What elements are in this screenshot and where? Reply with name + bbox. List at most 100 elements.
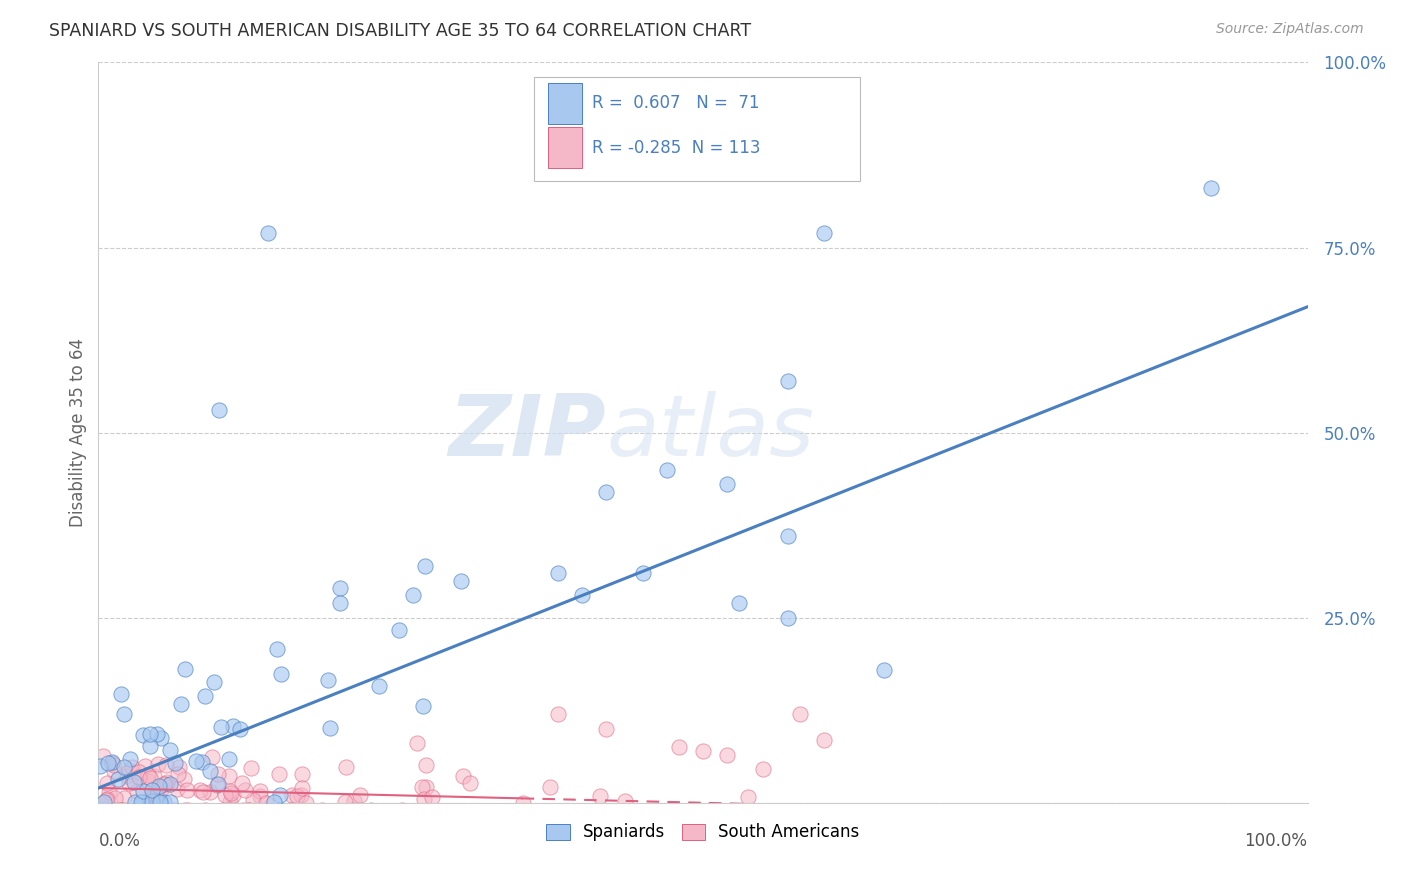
- Point: [290, 788, 312, 802]
- Point: [614, 794, 637, 808]
- Point: [311, 803, 333, 817]
- Point: [107, 772, 129, 786]
- Point: [101, 756, 124, 770]
- Point: [201, 749, 224, 764]
- Point: [329, 596, 352, 610]
- Point: [837, 166, 859, 180]
- Point: [281, 788, 304, 802]
- Point: [132, 784, 155, 798]
- Point: [96, 793, 118, 807]
- Point: [388, 623, 411, 637]
- Point: [198, 784, 221, 798]
- Point: [132, 728, 155, 742]
- Point: [93, 803, 115, 817]
- Point: [110, 803, 132, 817]
- Point: [174, 662, 197, 676]
- Point: [242, 793, 264, 807]
- Point: [131, 803, 153, 817]
- Point: [117, 769, 139, 783]
- Point: [716, 477, 738, 491]
- Point: [267, 767, 290, 781]
- Point: [873, 663, 896, 677]
- Point: [256, 226, 278, 240]
- Point: [110, 687, 132, 701]
- Point: [149, 795, 172, 809]
- Point: [93, 795, 115, 809]
- Point: [776, 529, 799, 543]
- Point: [233, 783, 256, 797]
- Point: [145, 727, 167, 741]
- Point: [295, 796, 318, 810]
- Point: [124, 795, 146, 809]
- Point: [547, 706, 569, 721]
- Legend: Spaniards, South Americans: Spaniards, South Americans: [541, 818, 865, 847]
- Point: [737, 789, 759, 804]
- Point: [157, 803, 180, 817]
- Point: [655, 462, 678, 476]
- Point: [231, 803, 253, 817]
- Point: [159, 777, 181, 791]
- Point: [155, 777, 177, 791]
- Point: [218, 769, 240, 783]
- Point: [89, 759, 111, 773]
- Point: [104, 791, 127, 805]
- Point: [589, 789, 612, 804]
- Point: [150, 780, 173, 795]
- Point: [266, 642, 288, 657]
- Point: [571, 589, 593, 603]
- Point: [699, 803, 721, 817]
- Point: [221, 718, 243, 732]
- Point: [188, 783, 211, 797]
- Point: [205, 778, 228, 792]
- Point: [231, 776, 253, 790]
- Point: [155, 757, 177, 772]
- Point: [97, 756, 120, 770]
- Point: [333, 795, 356, 809]
- Point: [112, 760, 135, 774]
- Point: [595, 484, 617, 499]
- Point: [148, 779, 170, 793]
- Point: [96, 792, 118, 806]
- Point: [169, 697, 191, 711]
- Point: [136, 768, 159, 782]
- Point: [776, 610, 799, 624]
- Point: [93, 803, 115, 817]
- Point: [110, 803, 132, 817]
- Point: [776, 374, 799, 388]
- Bar: [548, 83, 582, 123]
- Point: [112, 803, 135, 817]
- Point: [1199, 181, 1222, 195]
- Point: [668, 740, 690, 755]
- Point: [134, 758, 156, 772]
- Point: [103, 764, 125, 778]
- Point: [214, 788, 236, 802]
- Point: [316, 673, 339, 687]
- Point: [728, 596, 751, 610]
- Point: [128, 770, 150, 784]
- Point: [538, 780, 561, 795]
- Point: [152, 777, 174, 791]
- Point: [202, 674, 225, 689]
- Point: [128, 765, 150, 780]
- Point: [343, 794, 366, 808]
- Point: [349, 788, 371, 802]
- Point: [112, 791, 135, 805]
- Point: [139, 739, 162, 753]
- Point: [118, 764, 141, 778]
- Point: [249, 784, 271, 798]
- Point: [278, 803, 301, 817]
- Point: [159, 795, 181, 809]
- Text: 0.0%: 0.0%: [98, 832, 141, 850]
- Point: [141, 794, 163, 808]
- Point: [98, 785, 121, 799]
- Point: [218, 752, 240, 766]
- Point: [458, 776, 481, 790]
- Point: [176, 783, 198, 797]
- Point: [229, 722, 252, 736]
- FancyBboxPatch shape: [534, 78, 860, 181]
- Point: [128, 770, 150, 784]
- Point: [159, 742, 181, 756]
- Point: [254, 796, 277, 810]
- Point: [141, 791, 163, 805]
- Point: [91, 748, 114, 763]
